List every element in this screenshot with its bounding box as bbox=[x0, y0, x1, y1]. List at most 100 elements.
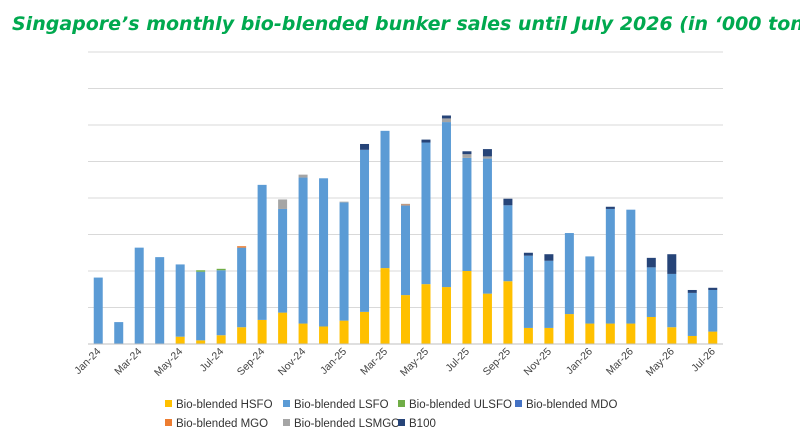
x-tick-label: Jul-26 bbox=[689, 346, 718, 375]
bar-segment bbox=[462, 157, 472, 271]
bar-segment bbox=[646, 316, 656, 344]
bar-segment bbox=[462, 151, 472, 155]
bar-segment bbox=[114, 322, 124, 344]
bar-segment bbox=[482, 149, 492, 157]
legend-swatch bbox=[515, 400, 522, 407]
bar-segment bbox=[441, 118, 451, 123]
bar-segment bbox=[605, 323, 615, 344]
x-tick-label: Mar-26 bbox=[604, 346, 636, 378]
bar-segment bbox=[298, 177, 308, 324]
x-tick-label: May-25 bbox=[398, 346, 431, 379]
legend-label: Bio-blended MDO bbox=[526, 399, 617, 411]
bar-segment bbox=[626, 323, 636, 344]
bar-segment bbox=[482, 293, 492, 344]
bar-segment bbox=[93, 277, 103, 344]
bar-segment bbox=[667, 327, 677, 344]
bar-segment bbox=[687, 292, 697, 336]
bar-segment bbox=[482, 158, 492, 294]
bar-segment bbox=[687, 335, 697, 344]
bar-segment bbox=[134, 247, 144, 344]
bar-stacks bbox=[93, 115, 718, 344]
bar-segment bbox=[339, 202, 349, 321]
legend-swatch bbox=[283, 419, 290, 426]
bar-segment bbox=[646, 267, 656, 317]
legend-swatch bbox=[165, 400, 172, 407]
bar-segment bbox=[401, 204, 410, 206]
bar-segment bbox=[646, 257, 656, 268]
bar-segment bbox=[360, 149, 370, 312]
legend-swatch bbox=[398, 400, 405, 407]
bar-segment bbox=[708, 287, 718, 290]
x-tick-label: Sep-24 bbox=[235, 346, 268, 379]
bar-segment bbox=[708, 331, 718, 344]
bar-segment bbox=[482, 156, 492, 159]
x-tick-label: Jul-25 bbox=[443, 346, 472, 375]
bar-segment bbox=[667, 254, 677, 274]
bar-segment bbox=[278, 312, 288, 344]
legend-label: B100 bbox=[409, 418, 436, 430]
bar-segment bbox=[380, 130, 390, 269]
legend-label: Bio-blended LSFO bbox=[294, 399, 389, 411]
x-tick-label: Mar-25 bbox=[358, 346, 390, 378]
bar-segment bbox=[585, 256, 595, 324]
legend-swatch bbox=[283, 400, 290, 407]
bar-segment bbox=[155, 257, 165, 344]
bar-segment bbox=[585, 323, 595, 344]
bar-segment bbox=[401, 203, 410, 205]
x-tick-label: May-26 bbox=[644, 346, 677, 379]
legend-label: Bio-blended LSMGO bbox=[294, 418, 400, 430]
bar-segment bbox=[196, 340, 206, 344]
bar-segment bbox=[298, 323, 308, 344]
bar-segment bbox=[237, 247, 247, 328]
bar-segment bbox=[564, 314, 574, 344]
bar-segment bbox=[401, 295, 410, 344]
bar-segment bbox=[278, 208, 288, 313]
legend-swatch bbox=[398, 419, 405, 426]
bar-segment bbox=[523, 255, 533, 328]
bar-segment bbox=[503, 205, 513, 282]
bar-segment bbox=[339, 201, 349, 203]
bar-segment bbox=[216, 268, 226, 271]
bar-segment bbox=[216, 335, 226, 344]
legend-label: Bio-blended HSFO bbox=[176, 399, 273, 411]
x-tick-label: Nov-24 bbox=[276, 346, 309, 379]
bar-segment bbox=[503, 281, 513, 344]
bar-segment bbox=[237, 327, 247, 344]
legend-swatch bbox=[165, 419, 172, 426]
bar-segment bbox=[626, 209, 636, 324]
bar-segment bbox=[421, 284, 431, 344]
bar-segment bbox=[278, 199, 288, 209]
x-tick-label: Jan-26 bbox=[564, 346, 595, 377]
bar-segment bbox=[544, 260, 554, 328]
bar-segment bbox=[441, 287, 451, 344]
bar-segment bbox=[257, 319, 267, 344]
bar-segment bbox=[544, 254, 554, 261]
bar-segment bbox=[421, 142, 431, 285]
chart-title: Singapore’s monthly bio-blended bunker s… bbox=[12, 13, 800, 35]
bar-segment bbox=[667, 273, 677, 328]
bar-segment bbox=[360, 311, 370, 344]
bar-segment bbox=[441, 115, 451, 119]
bar-segment bbox=[708, 289, 718, 332]
legend-label: Bio-blended ULSFO bbox=[409, 399, 512, 411]
bar-segment bbox=[196, 270, 206, 272]
bar-segment bbox=[564, 233, 574, 315]
bar-segment bbox=[523, 252, 533, 256]
bar-segment bbox=[175, 264, 185, 337]
bar-segment bbox=[503, 198, 513, 206]
x-tick-label: Jan-25 bbox=[318, 346, 349, 377]
bar-segment bbox=[319, 326, 329, 344]
bar-segment bbox=[339, 320, 349, 344]
bar-segment bbox=[319, 178, 329, 327]
bar-segment bbox=[441, 122, 451, 288]
x-tick-label: May-24 bbox=[152, 346, 185, 379]
bar-segment bbox=[257, 184, 267, 320]
x-tick-label: Nov-25 bbox=[522, 346, 555, 379]
bar-segment bbox=[380, 268, 390, 344]
bar-segment bbox=[360, 143, 370, 150]
bar-segment bbox=[401, 205, 410, 296]
bar-segment bbox=[462, 154, 472, 158]
x-tick-labels: Jan-24 Mar-24 May-24 Jul-24 Sep-24 Nov-24 Jan-… bbox=[72, 346, 718, 379]
bar-segment bbox=[687, 289, 697, 293]
